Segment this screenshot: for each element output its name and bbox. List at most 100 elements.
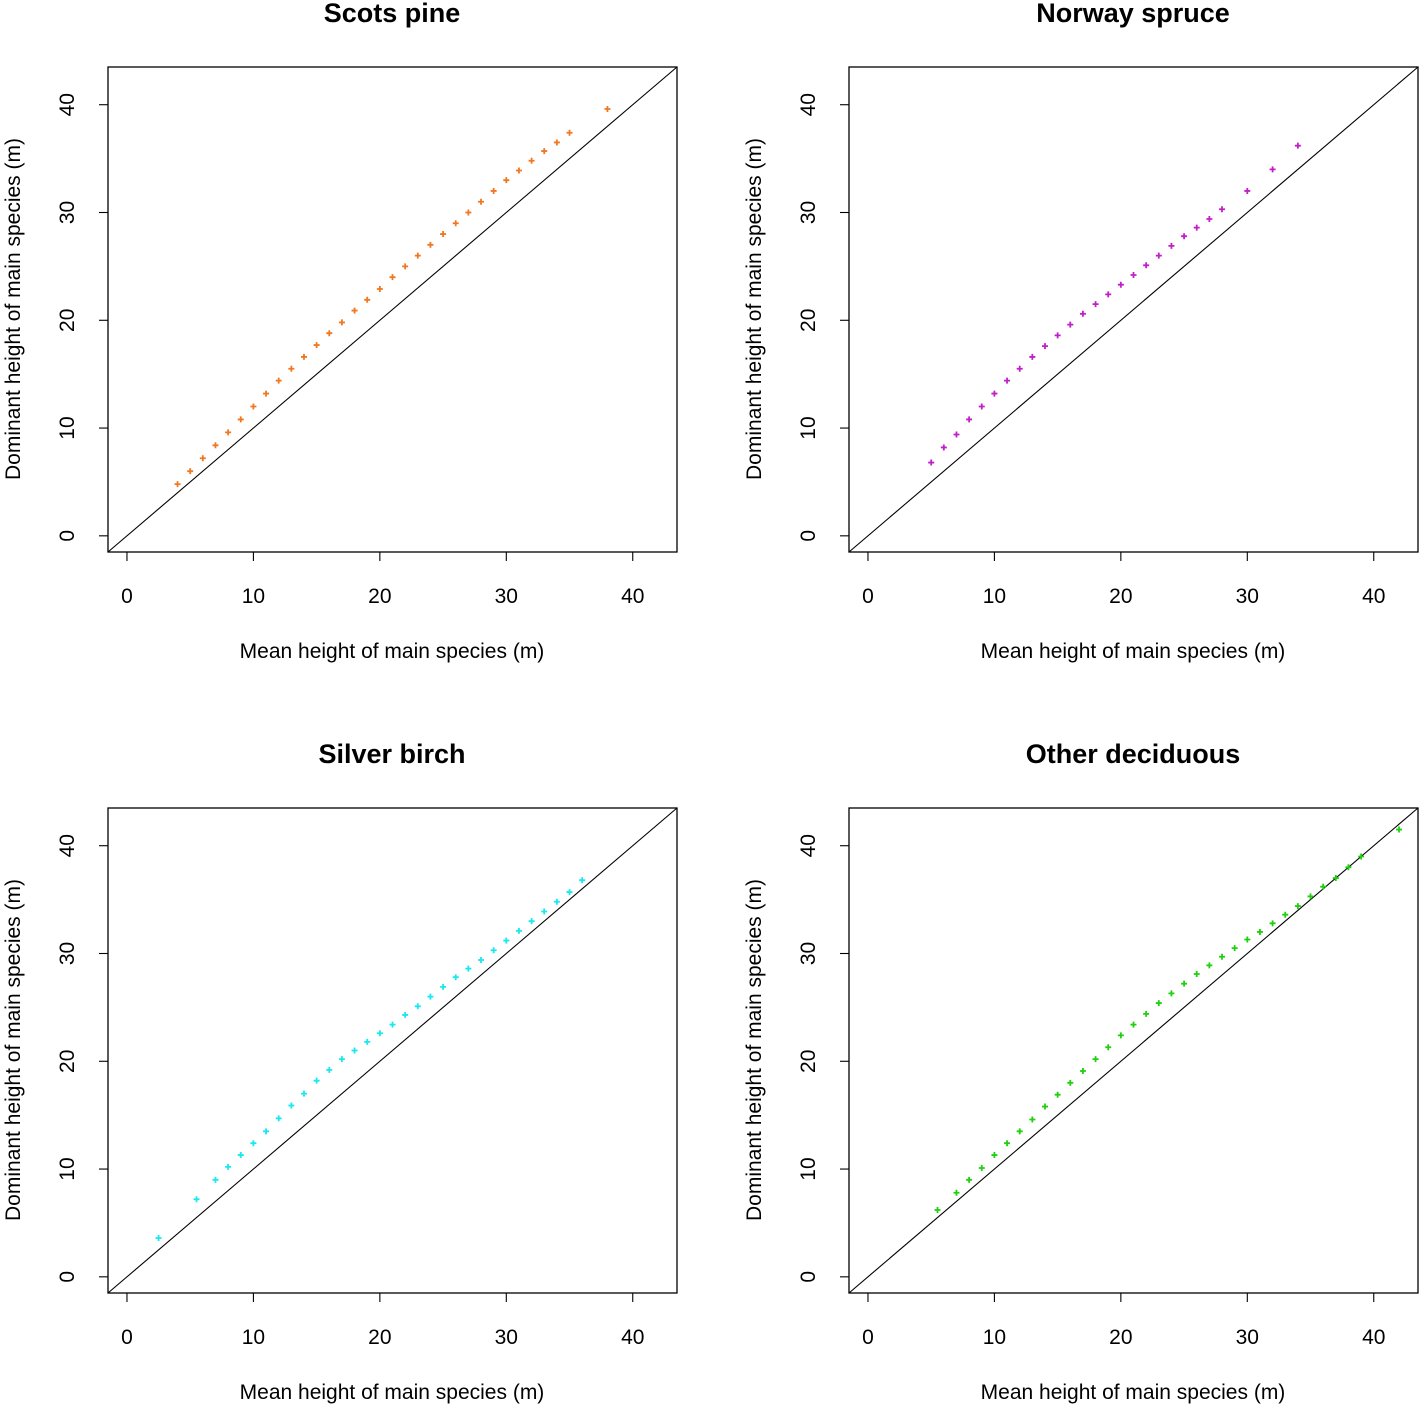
x-tick-label: 30 — [495, 1326, 518, 1349]
x-tick-label: 20 — [368, 585, 391, 608]
data-point — [978, 1164, 985, 1171]
data-point — [1193, 224, 1200, 231]
y-tick-label: 20 — [56, 1050, 79, 1073]
reference-line — [107, 66, 678, 553]
x-axis-label: Mean height of main species (m) — [240, 640, 545, 663]
data-point — [1193, 970, 1200, 977]
data-point — [940, 444, 947, 451]
data-point — [193, 1196, 200, 1203]
x-tick-label: 10 — [983, 585, 1006, 608]
data-point — [1067, 1079, 1074, 1086]
data-point — [1358, 853, 1365, 860]
data-point — [1143, 1010, 1150, 1017]
y-axis-label: Dominant height of main species (m) — [2, 879, 25, 1221]
data-point — [953, 1189, 960, 1196]
y-tick-label: 40 — [797, 93, 820, 116]
panel-norway-spruce: Norway spruce Mean height of main specie… — [743, 0, 1419, 663]
x-tick-label: 40 — [1362, 585, 1385, 608]
data-point — [1219, 206, 1226, 213]
data-point — [1168, 242, 1175, 249]
data-point — [225, 1163, 232, 1170]
data-point — [1067, 321, 1074, 328]
data-point — [953, 431, 960, 438]
data-point — [351, 307, 358, 314]
y-tick-label: 0 — [797, 530, 820, 542]
panel-title: Scots pine — [324, 0, 461, 28]
data-point — [414, 252, 421, 259]
data-point — [275, 377, 282, 384]
x-tick-label: 40 — [621, 585, 644, 608]
y-tick-label: 10 — [56, 416, 79, 439]
data-point — [1206, 962, 1213, 969]
panel-title: Other deciduous — [1026, 739, 1241, 769]
data-point — [1041, 343, 1048, 350]
data-point — [326, 1066, 333, 1073]
data-point — [478, 956, 485, 963]
x-axis-label: Mean height of main species (m) — [981, 640, 1286, 663]
data-point — [1105, 291, 1112, 298]
data-point — [300, 353, 307, 360]
data-point — [1155, 252, 1162, 259]
data-point — [440, 983, 447, 990]
data-point — [490, 187, 497, 194]
data-point — [440, 231, 447, 238]
data-point — [351, 1047, 358, 1054]
x-tick-label: 0 — [862, 585, 874, 608]
data-point — [237, 416, 244, 423]
y-tick-label: 30 — [797, 201, 820, 224]
data-point — [579, 877, 586, 884]
data-point — [1117, 1032, 1124, 1039]
x-tick-label: 30 — [495, 585, 518, 608]
y-tick-label: 20 — [797, 1050, 820, 1073]
data-point — [553, 139, 560, 146]
y-axis-label: Dominant height of main species (m) — [743, 879, 766, 1221]
data-point — [1269, 920, 1276, 927]
data-point — [991, 390, 998, 397]
data-point — [1130, 272, 1137, 279]
panel-scots-pine: Scots pine Mean height of main species (… — [2, 0, 678, 663]
y-tick-label: 10 — [797, 1157, 820, 1180]
data-point — [478, 198, 485, 205]
data-point — [187, 468, 194, 475]
data-point — [515, 927, 522, 934]
panel-other-deciduous: Other deciduous Mean height of main spec… — [743, 739, 1419, 1404]
data-point — [376, 286, 383, 293]
data-point — [553, 898, 560, 905]
data-point — [966, 416, 973, 423]
data-point — [1181, 980, 1188, 987]
data-point — [155, 1235, 162, 1242]
data-point — [338, 1056, 345, 1063]
data-point — [991, 1152, 998, 1159]
data-point — [313, 342, 320, 349]
y-tick-label: 40 — [797, 834, 820, 857]
data-point — [1294, 903, 1301, 910]
data-point — [1181, 233, 1188, 240]
data-point — [452, 220, 459, 227]
x-axis-label: Mean height of main species (m) — [981, 1381, 1286, 1404]
data-point — [1345, 864, 1352, 871]
y-tick-label: 0 — [56, 1271, 79, 1283]
data-point — [1320, 883, 1327, 890]
data-point — [1282, 911, 1289, 918]
data-point — [402, 1011, 409, 1018]
data-point — [288, 1102, 295, 1109]
data-point — [364, 296, 371, 303]
data-point — [1105, 1044, 1112, 1051]
data-point — [566, 129, 573, 136]
x-tick-label: 10 — [242, 1326, 265, 1349]
plot-frame — [107, 66, 678, 553]
data-point — [528, 918, 535, 925]
data-point — [604, 106, 611, 113]
chart-marks: 0 10 20 30 40 0 10 20 30 40 — [797, 66, 1419, 608]
data-point — [1029, 353, 1036, 360]
data-point — [364, 1038, 371, 1045]
data-point — [1244, 187, 1251, 194]
reference-line — [107, 807, 678, 1294]
x-axis-label: Mean height of main species (m) — [240, 1381, 545, 1404]
data-point — [515, 167, 522, 174]
y-tick-label: 30 — [56, 942, 79, 965]
data-point — [1092, 1056, 1099, 1063]
data-point — [1155, 1000, 1162, 1007]
x-tick-label: 0 — [121, 585, 133, 608]
data-point — [212, 442, 219, 449]
